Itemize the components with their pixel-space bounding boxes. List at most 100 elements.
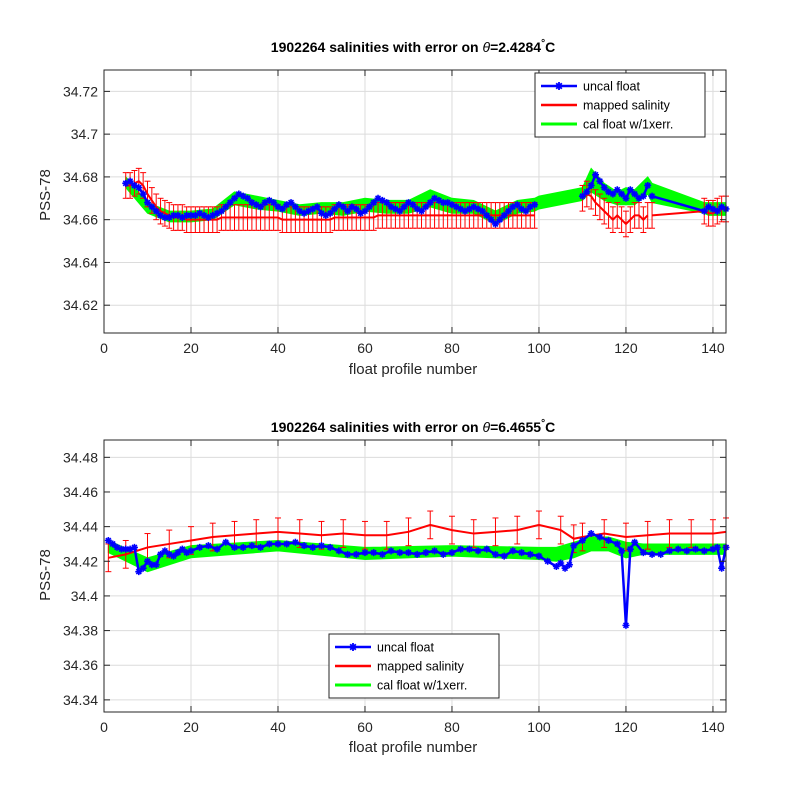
top-y-tick-label: 34.68: [63, 169, 98, 185]
bottom-uncal-float-marker: [713, 543, 721, 551]
top-uncal-float-marker: [252, 201, 260, 209]
bottom-uncal-float-marker: [474, 547, 482, 555]
top-uncal-float-marker: [187, 211, 195, 219]
top-uncal-float-marker: [204, 214, 212, 222]
bottom-uncal-float-marker: [274, 540, 282, 548]
bottom-uncal-float-marker: [104, 536, 112, 544]
bottom-uncal-float-marker: [404, 549, 412, 557]
bottom-uncal-float-marker: [578, 536, 586, 544]
top-uncal-float-marker: [257, 203, 265, 211]
bottom-uncal-float-marker: [561, 564, 569, 572]
bottom-axes-box: [103, 439, 727, 713]
bottom-uncal-float-marker: [535, 552, 543, 560]
bottom-uncal-float-marker: [126, 545, 134, 553]
bottom-uncal-float-marker: [509, 547, 517, 555]
bottom-uncal-float-marker: [161, 547, 169, 555]
top-uncal-float-marker: [135, 184, 143, 192]
bottom-uncal-float-marker: [622, 621, 630, 629]
bottom-uncal-float-marker: [309, 543, 317, 551]
top-uncal-float-marker: [635, 194, 643, 202]
top-uncal-float-marker: [283, 201, 291, 209]
top-uncal-float-marker: [139, 190, 147, 198]
top-uncal-float-marker: [618, 190, 626, 198]
top-uncal-float-marker: [300, 209, 308, 217]
bottom-uncal-float-marker: [570, 542, 578, 550]
bottom-uncal-float-marker: [378, 550, 386, 558]
top-uncal-float-marker: [470, 203, 478, 211]
top-uncal-float-marker: [644, 181, 652, 189]
bottom-x-tick-label: 140: [701, 719, 725, 735]
bottom-uncal-float-marker: [596, 533, 604, 541]
bottom-uncal-float-marker: [605, 536, 613, 544]
top-y-tick-label: 34.64: [63, 254, 98, 270]
bottom-uncal-float-marker: [326, 543, 334, 551]
bottom-uncal-float-marker: [300, 542, 308, 550]
bottom-x-tick-label: 20: [183, 719, 199, 735]
top-uncal-float-marker: [387, 203, 395, 211]
top-uncal-float-marker: [261, 199, 269, 207]
bottom-uncal-float-marker: [431, 547, 439, 555]
bottom-uncal-float-marker: [344, 550, 352, 558]
bottom-chart-tick-labels: 0 20 40 60 80 100 120 140 34.34 34.36 34.38 34.4 34.…: [63, 449, 725, 735]
top-uncal-float-marker: [278, 205, 286, 213]
top-uncal-float-marker: [291, 203, 299, 211]
bottom-uncal-float-marker: [457, 545, 465, 553]
top-uncal-float-marker: [222, 203, 230, 211]
bottom-uncal-float-marker: [518, 549, 526, 557]
top-uncal-float-marker: [491, 220, 499, 228]
top-uncal-float-marker: [396, 207, 404, 215]
top-uncal-float-marker: [500, 211, 508, 219]
top-uncal-float-marker: [448, 201, 456, 209]
bottom-x-tick-label: 120: [614, 719, 638, 735]
bottom-x-tick-label: 80: [444, 719, 460, 735]
bottom-chart-uncal-line: [104, 530, 730, 629]
bottom-uncal-float-marker: [148, 561, 156, 569]
bottom-uncal-float-marker: [439, 550, 447, 558]
top-uncal-float-marker: [496, 216, 504, 224]
top-uncal-float-marker: [578, 192, 586, 200]
top-uncal-float-marker: [148, 203, 156, 211]
top-uncal-float-marker: [605, 188, 613, 196]
bottom-uncal-float-marker: [565, 561, 573, 569]
bottom-uncal-float-marker: [170, 552, 178, 560]
bottom-salinity-chart: 1902264 salinities with error on θ=6.465…: [37, 418, 730, 756]
top-legend-star-marker: [555, 82, 563, 90]
bottom-y-tick-label: 34.48: [63, 449, 98, 465]
top-uncal-float-marker: [526, 203, 534, 211]
bottom-uncal-float-marker: [204, 542, 212, 550]
top-uncal-float-marker: [391, 205, 399, 213]
top-uncal-float-marker: [383, 199, 391, 207]
top-uncal-float-marker: [465, 205, 473, 213]
bottom-uncal-float-marker: [139, 564, 147, 572]
bottom-uncal-float-marker: [178, 545, 186, 553]
bottom-uncal-float-marker: [130, 543, 138, 551]
bottom-uncal-float-marker: [248, 542, 256, 550]
top-uncal-float-marker: [217, 207, 225, 215]
bottom-uncal-float-marker: [692, 545, 700, 553]
bottom-x-tick-label: 100: [527, 719, 551, 735]
top-x-tick-label: 100: [527, 340, 551, 356]
bottom-uncal-float-marker: [544, 557, 552, 565]
top-uncal-float-marker: [648, 192, 656, 200]
top-uncal-float-marker: [478, 207, 486, 215]
top-uncal-float-marker: [157, 211, 165, 219]
top-uncal-float-marker: [178, 214, 186, 222]
top-uncal-float-marker: [709, 205, 717, 213]
top-uncal-float-marker: [509, 203, 517, 211]
top-uncal-float-marker: [378, 196, 386, 204]
bottom-uncal-float-marker: [448, 549, 456, 557]
bottom-chart-ylabel: PSS-78: [37, 549, 54, 601]
top-legend-label: uncal float: [583, 80, 641, 94]
bottom-y-tick-label: 34.42: [63, 553, 98, 569]
top-uncal-float-marker: [587, 181, 595, 189]
bottom-uncal-float-marker: [674, 545, 682, 553]
bottom-uncal-float-marker: [122, 545, 130, 553]
top-uncal-float-marker: [631, 190, 639, 198]
bottom-uncal-float-marker: [135, 568, 143, 576]
bottom-uncal-float-marker: [422, 549, 430, 557]
top-x-tick-label: 40: [270, 340, 286, 356]
top-uncal-float-marker: [457, 205, 465, 213]
bottom-uncal-float-marker: [143, 557, 151, 565]
top-uncal-float-marker: [483, 211, 491, 219]
top-uncal-float-marker: [270, 199, 278, 207]
